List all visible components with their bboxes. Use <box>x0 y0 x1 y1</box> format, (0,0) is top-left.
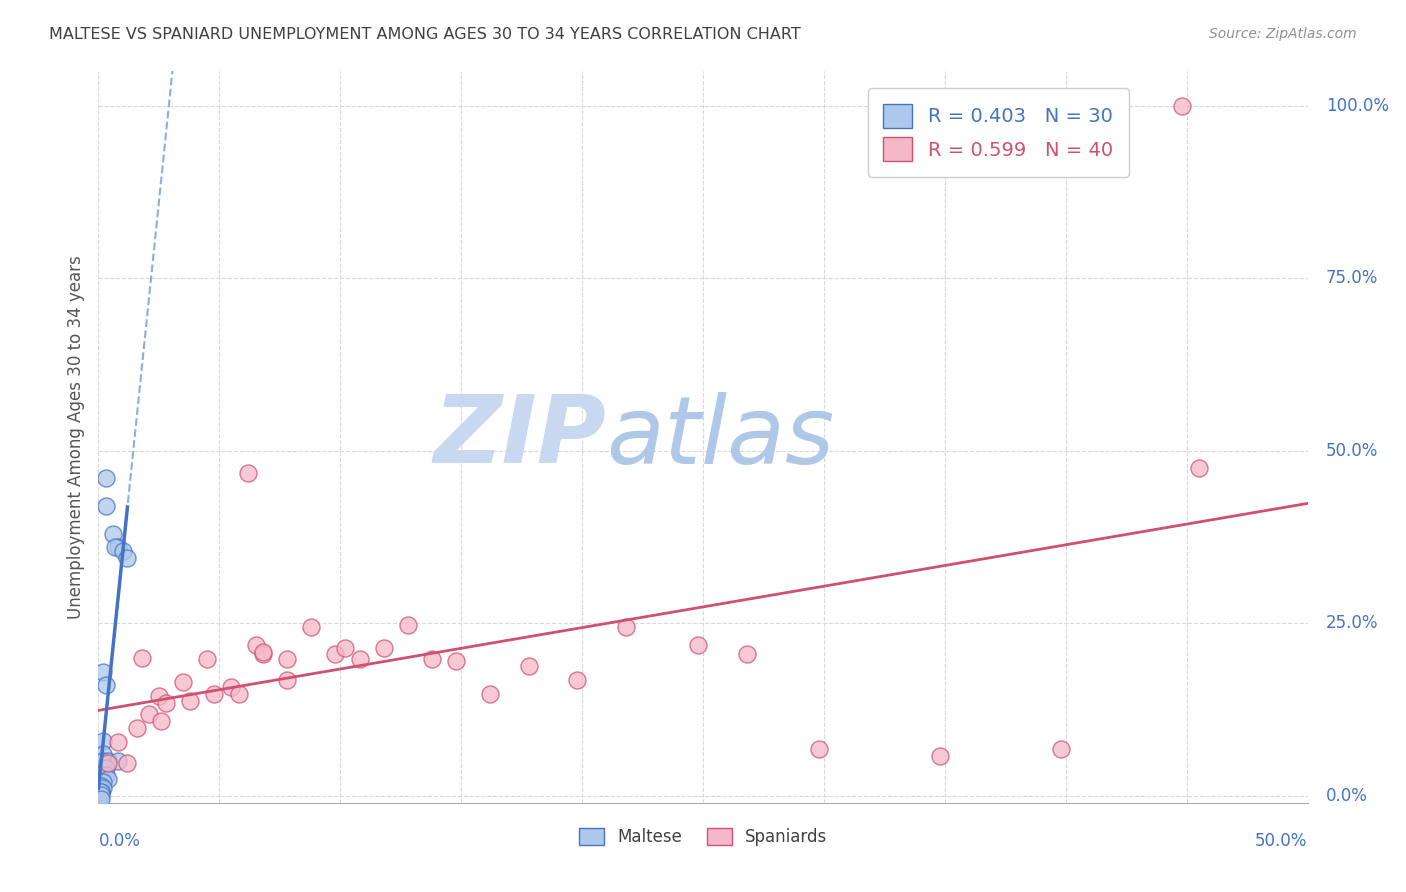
Point <box>91 733 114 747</box>
Point <box>91 755 114 769</box>
Point <box>204 687 226 701</box>
Point <box>1171 99 1194 113</box>
Point <box>90 785 112 799</box>
Point <box>91 775 114 789</box>
Point <box>90 779 112 793</box>
Point <box>420 652 443 666</box>
Text: 50.0%: 50.0% <box>1256 832 1308 850</box>
Text: 100.0%: 100.0% <box>1326 97 1389 115</box>
Point <box>808 742 831 756</box>
Point <box>179 694 201 708</box>
Y-axis label: Unemployment Among Ages 30 to 34 years: Unemployment Among Ages 30 to 34 years <box>66 255 84 619</box>
Point <box>150 714 173 729</box>
Point <box>688 639 710 653</box>
Point <box>245 639 267 653</box>
Point <box>614 620 637 634</box>
Point <box>172 675 194 690</box>
Legend: Maltese, Spaniards: Maltese, Spaniards <box>572 822 834 853</box>
Point <box>396 617 419 632</box>
Point <box>567 673 589 687</box>
Point <box>107 541 129 555</box>
Point <box>127 721 149 735</box>
Text: 25.0%: 25.0% <box>1326 615 1378 632</box>
Point <box>97 755 120 769</box>
Point <box>446 654 468 668</box>
Point <box>195 652 218 666</box>
Point <box>238 466 260 480</box>
Point <box>1050 742 1073 756</box>
Point <box>299 620 322 634</box>
Point <box>517 659 540 673</box>
Point <box>94 768 117 782</box>
Point <box>90 761 112 775</box>
Point <box>107 735 129 749</box>
Text: MALTESE VS SPANIARD UNEMPLOYMENT AMONG AGES 30 TO 34 YEARS CORRELATION CHART: MALTESE VS SPANIARD UNEMPLOYMENT AMONG A… <box>49 27 801 42</box>
Point <box>252 645 274 659</box>
Point <box>94 499 117 513</box>
Point <box>325 648 347 662</box>
Text: 50.0%: 50.0% <box>1326 442 1378 460</box>
Point <box>1188 461 1211 475</box>
Point <box>276 673 298 687</box>
Point <box>252 648 274 662</box>
Point <box>94 678 117 692</box>
Point <box>90 768 112 782</box>
Point <box>117 550 139 565</box>
Point <box>929 748 952 763</box>
Point <box>104 541 127 555</box>
Point <box>735 648 758 662</box>
Point <box>107 755 129 769</box>
Point <box>91 665 114 679</box>
Point <box>479 687 502 701</box>
Point <box>97 756 120 770</box>
Point <box>90 779 112 793</box>
Text: 0.0%: 0.0% <box>98 832 141 850</box>
Point <box>155 696 177 710</box>
Point <box>101 526 124 541</box>
Point <box>276 652 298 666</box>
Point <box>91 780 114 795</box>
Text: Source: ZipAtlas.com: Source: ZipAtlas.com <box>1209 27 1357 41</box>
Point <box>333 640 356 655</box>
Point <box>90 792 112 806</box>
Point <box>349 652 371 666</box>
Point <box>97 772 120 786</box>
Point <box>221 680 243 694</box>
Text: 75.0%: 75.0% <box>1326 269 1378 287</box>
Point <box>131 651 153 665</box>
Point <box>90 788 112 802</box>
Point <box>111 544 134 558</box>
Point <box>148 689 170 703</box>
Text: ZIP: ZIP <box>433 391 606 483</box>
Point <box>94 761 117 775</box>
Point <box>373 640 395 655</box>
Point <box>90 785 112 799</box>
Point <box>94 471 117 485</box>
Point <box>90 755 112 769</box>
Point <box>90 775 112 789</box>
Point <box>138 707 160 722</box>
Point <box>91 747 114 762</box>
Text: atlas: atlas <box>606 392 835 483</box>
Text: 0.0%: 0.0% <box>1326 787 1368 805</box>
Point <box>117 756 139 770</box>
Point <box>90 782 112 797</box>
Point <box>228 687 250 701</box>
